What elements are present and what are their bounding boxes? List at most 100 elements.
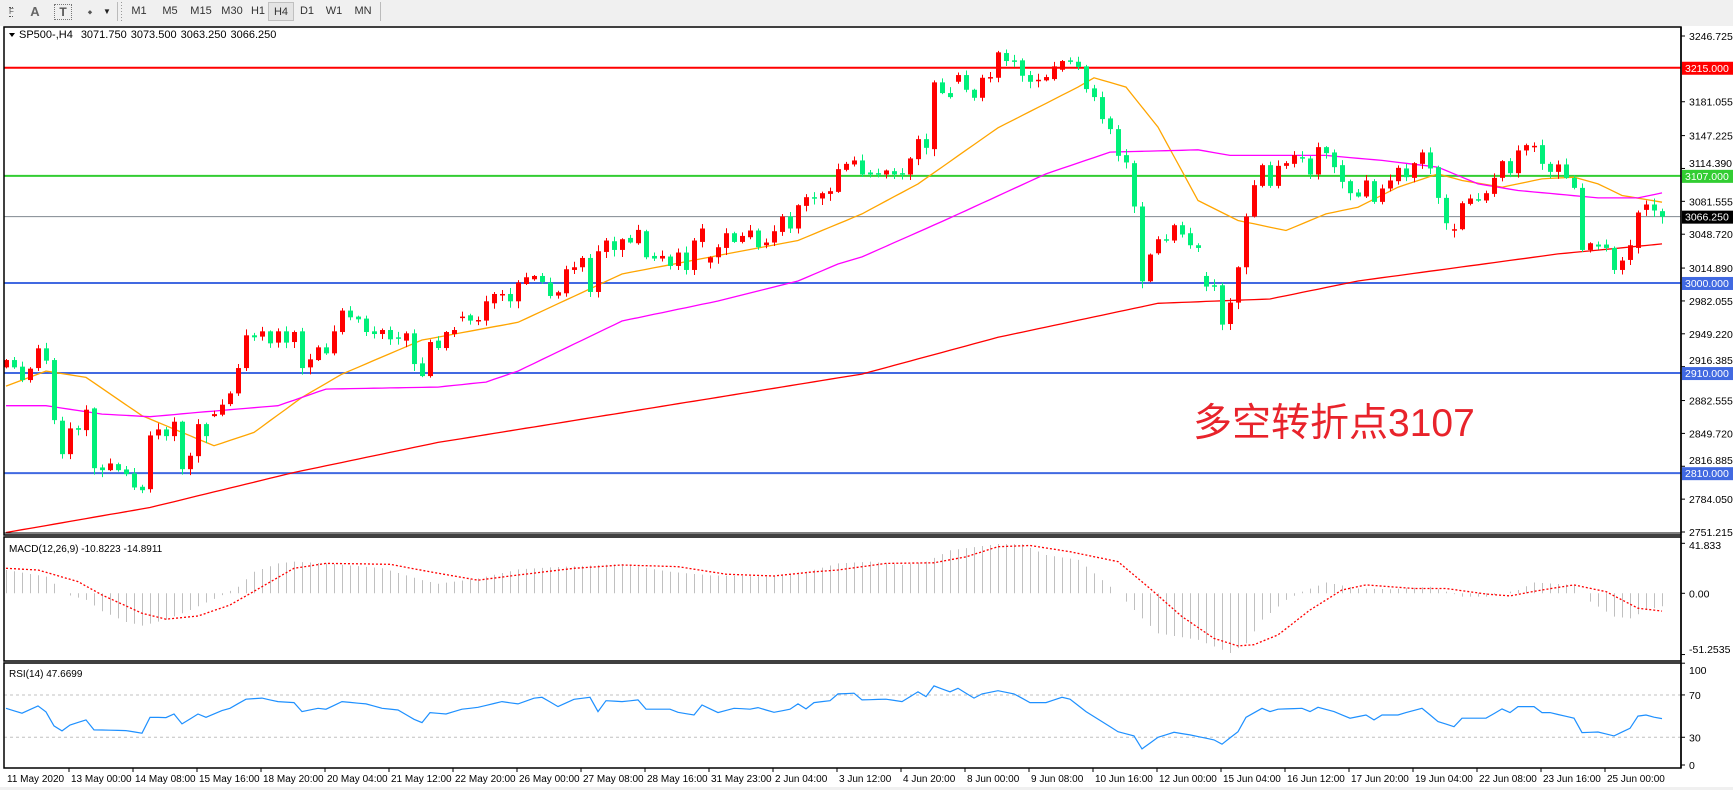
timeframe-mn-button[interactable]: MN: [354, 5, 372, 17]
shapes-tool-icon[interactable]: ⬩: [87, 4, 93, 19]
time-axis-label: 18 May 20:00: [263, 774, 324, 785]
candle-body: [564, 269, 569, 294]
candle: [1180, 221, 1185, 238]
candle: [1228, 298, 1233, 331]
candle-body: [932, 82, 937, 150]
time-axis-label: 8 Jun 00:00: [967, 774, 1020, 785]
candle-body: [1292, 155, 1297, 164]
timeframe-d1-button[interactable]: D1: [299, 5, 315, 17]
candle-body: [980, 77, 985, 98]
candle: [100, 464, 105, 478]
candle: [908, 156, 913, 180]
timeframe-h1-button[interactable]: H1: [250, 5, 266, 17]
candle: [420, 357, 425, 378]
candle-body: [1428, 152, 1433, 169]
timeframe-m30-button[interactable]: M30: [221, 5, 243, 17]
candle-body: [1124, 155, 1129, 163]
header-open: 3071.750: [81, 29, 127, 41]
time-axis-label: 26 May 00:00: [519, 774, 580, 785]
candle: [1068, 57, 1073, 65]
candle-body: [1148, 254, 1153, 282]
candle: [1324, 146, 1329, 159]
current-price-tag: 3066.250: [1685, 212, 1729, 224]
candle: [1004, 49, 1009, 67]
candle: [1252, 180, 1257, 218]
candle-body: [1156, 239, 1161, 254]
candle: [988, 72, 993, 83]
candle-body: [1172, 225, 1177, 241]
shapes-dropdown-chevron-icon[interactable]: ▼: [103, 7, 111, 16]
moving-average-fast: [5, 77, 1663, 447]
candle: [308, 353, 313, 375]
candle: [724, 228, 729, 255]
candle-body: [1532, 145, 1537, 148]
candle: [124, 465, 129, 477]
candle-body: [820, 193, 825, 199]
text-tool-icon[interactable]: A: [30, 4, 40, 19]
candle-body: [1236, 267, 1241, 303]
price-axis-label: 3114.390: [1689, 158, 1732, 170]
header-high: 3073.500: [131, 29, 177, 41]
candle-body: [1204, 275, 1209, 287]
text-label-tool-icon[interactable]: T: [54, 4, 72, 20]
timeframe-h4-button[interactable]: H4: [268, 2, 294, 21]
rsi-axis-label: 100: [1689, 665, 1707, 677]
candle-body: [252, 335, 257, 338]
bottom-border: [0, 787, 1733, 790]
timeframe-m1-button[interactable]: M1: [131, 5, 147, 17]
candle: [604, 238, 609, 258]
candle-body: [1348, 181, 1353, 194]
level-price-tag: 2910.000: [1685, 368, 1729, 380]
candle: [1148, 253, 1153, 283]
candle: [1060, 60, 1065, 72]
candle: [660, 250, 665, 262]
level-price-tag-bg: [1682, 169, 1733, 183]
candle-body: [604, 240, 609, 252]
candle: [924, 133, 929, 155]
timeframe-m5-button[interactable]: M5: [162, 5, 178, 17]
candle-body: [100, 467, 105, 471]
candle: [1604, 239, 1609, 252]
candle: [412, 329, 417, 372]
time-axis-label: 19 Jun 04:00: [1415, 774, 1473, 785]
toolbar-divider: [380, 2, 381, 21]
annotation-text: 多空转折点3107: [1193, 402, 1475, 445]
candle-body: [396, 337, 401, 339]
candle-body: [524, 277, 529, 284]
candle-body: [1100, 97, 1105, 120]
candle-body: [1068, 60, 1073, 62]
candle: [1588, 242, 1593, 253]
candle: [972, 88, 977, 101]
candle: [1420, 149, 1425, 169]
candle-body: [124, 469, 129, 475]
candle-body: [1468, 198, 1473, 204]
candle: [460, 311, 465, 322]
candle-body: [1356, 192, 1361, 197]
candle: [1548, 161, 1553, 179]
candle: [1444, 194, 1449, 230]
candle-body: [676, 252, 681, 266]
collapse-triangle-icon[interactable]: [9, 33, 15, 37]
candle-body: [1108, 118, 1113, 130]
candle: [140, 484, 145, 494]
candle-body: [756, 230, 761, 248]
timeframe-m15-button[interactable]: M15: [190, 5, 212, 17]
candle: [1612, 246, 1617, 274]
time-axis-label: 17 Jun 20:00: [1351, 774, 1409, 785]
period-separators-icon[interactable]: F: [9, 7, 14, 17]
candle: [1476, 193, 1481, 202]
candle-body: [1188, 233, 1193, 246]
candle-body: [148, 435, 153, 490]
toolbar-grip[interactable]: [121, 2, 122, 21]
candle-body: [644, 231, 649, 258]
timeframe-w1-button[interactable]: W1: [325, 5, 343, 17]
candle-body: [1180, 225, 1185, 235]
candle-body: [924, 139, 929, 148]
candle-body: [1252, 185, 1257, 217]
time-axis-label: 28 May 16:00: [647, 774, 708, 785]
candle-body: [748, 230, 753, 238]
time-axis-label: 23 Jun 16:00: [1543, 774, 1601, 785]
candle: [1332, 149, 1337, 174]
candle: [436, 336, 441, 351]
